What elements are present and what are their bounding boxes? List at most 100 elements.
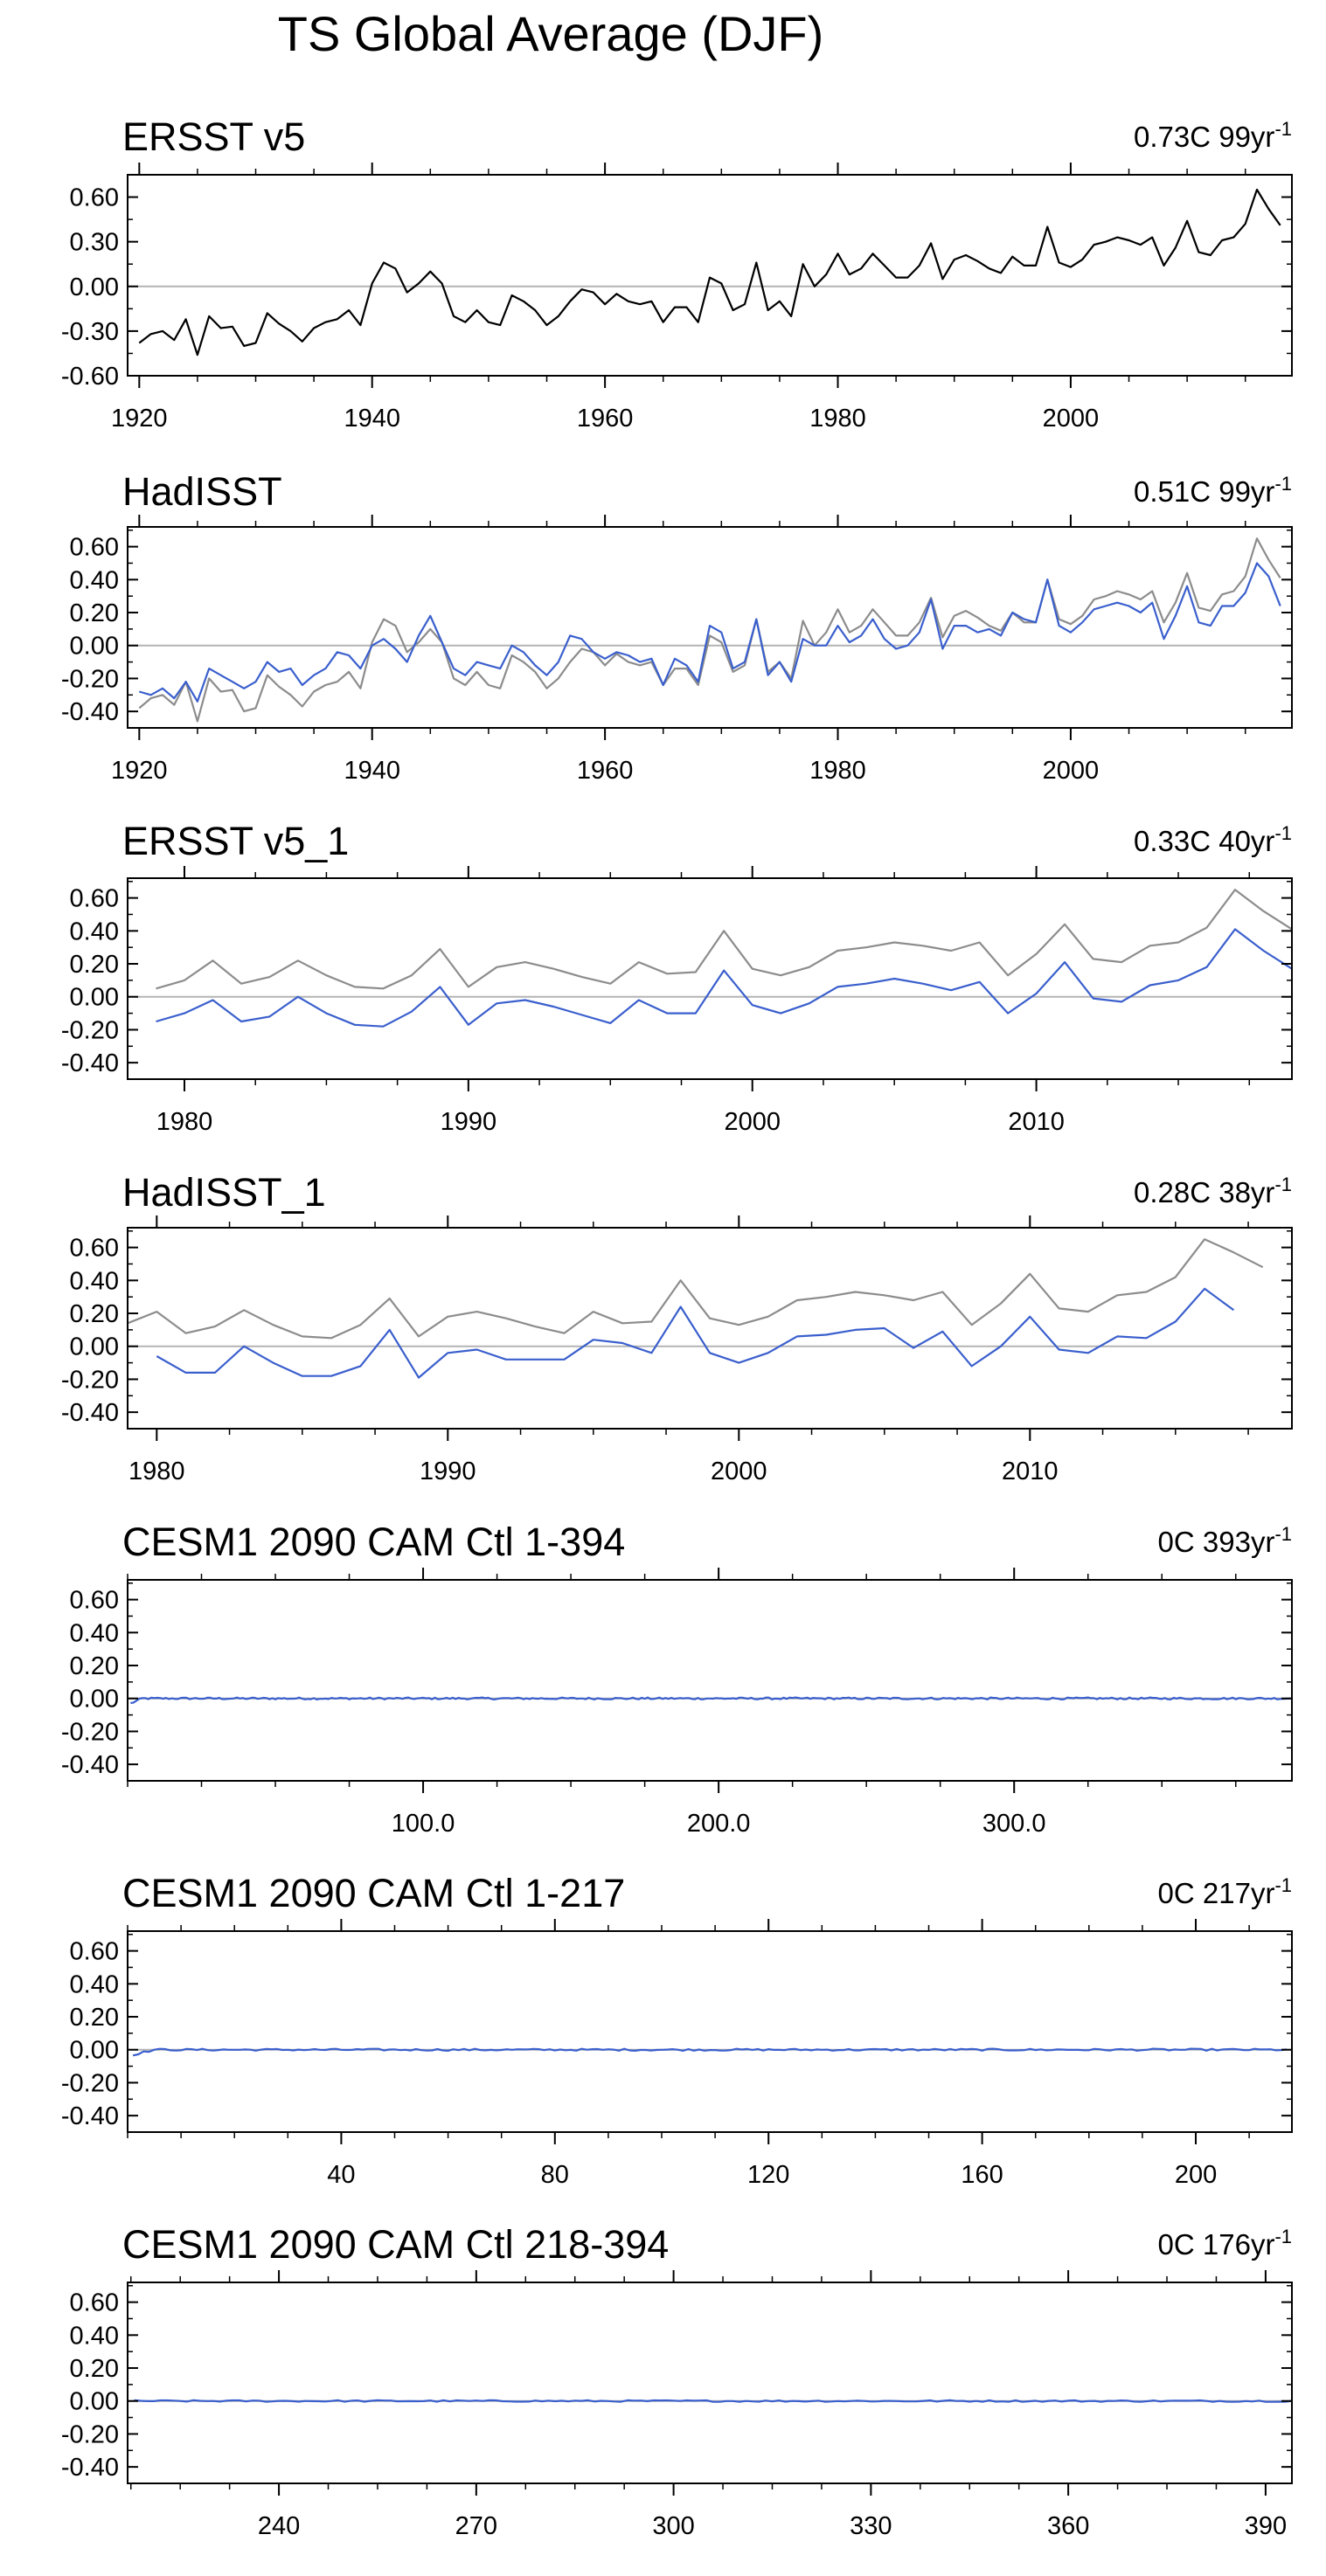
plot-frame (127, 1579, 1293, 1782)
y-tick-label: 0.60 (70, 885, 119, 913)
y-tick-label: -0.40 (61, 698, 119, 726)
series-line-2 (156, 928, 1293, 1028)
series-line-1 (134, 2399, 1293, 2403)
y-tick-label: -0.20 (61, 1366, 119, 1394)
x-tick-label: 270 (455, 2512, 497, 2540)
x-tick-label: 2000 (1043, 757, 1100, 785)
x-tick-label: 1920 (111, 405, 168, 433)
plot-frame (127, 877, 1293, 1080)
trend-label: 0C 393yr-1 (1158, 1523, 1292, 1558)
panel-title: ERSST v5_1 (122, 819, 349, 863)
y-tick-label: 0.40 (70, 1267, 119, 1295)
y-tick-label: 0.20 (70, 951, 119, 979)
plot-frame (127, 526, 1293, 729)
y-tick-label: -0.40 (61, 1049, 119, 1077)
y-tick-label: -0.20 (61, 1016, 119, 1044)
plot-frame (127, 1227, 1293, 1430)
plot-frame (127, 2282, 1293, 2484)
y-tick-label: 0.00 (70, 984, 119, 1012)
y-tick-label: 0.40 (70, 918, 119, 945)
y-tick-label: -0.60 (61, 363, 119, 391)
y-tick-label: 0.40 (70, 566, 119, 594)
y-tick-label: 0.40 (70, 1970, 119, 1998)
trend-label: 0C 176yr-1 (1158, 2226, 1292, 2261)
y-tick-label: -0.40 (61, 2102, 119, 2130)
series-line-1 (138, 537, 1281, 723)
x-tick-label: 240 (258, 2512, 300, 2540)
x-tick-label: 360 (1047, 2512, 1089, 2540)
y-tick-label: 0.00 (70, 633, 119, 661)
x-tick-label: 1990 (420, 1458, 476, 1485)
y-tick-label: 0.60 (70, 184, 119, 212)
chart-panel-7: CESM1 2090 CAM Ctl 218-394 0C 176yr-1 0.60… (61, 2222, 1293, 2540)
chart-panel-5: CESM1 2090 CAM Ctl 1-394 0C 393yr-1 0.60 0.… (61, 1520, 1293, 1838)
x-tick-label: 80 (541, 2161, 569, 2189)
y-tick-label: 0.20 (70, 2004, 119, 2032)
panel-title: HadISST (122, 469, 282, 514)
y-tick-label: 0.60 (70, 1938, 119, 1966)
plot-frame (127, 174, 1293, 377)
x-tick-label: 40 (327, 2161, 355, 2189)
x-tick-label: 100.0 (392, 1810, 455, 1838)
trend-label: 0.33C 40yr-1 (1134, 822, 1292, 857)
y-tick-label: -0.20 (61, 2420, 119, 2448)
y-tick-label: 0.20 (70, 1300, 119, 1328)
plot-frame (127, 1930, 1293, 2133)
y-tick-label: 0.30 (70, 229, 119, 257)
x-tick-label: 300 (652, 2512, 694, 2540)
x-tick-label: 1940 (344, 757, 400, 785)
x-tick-label: 120 (747, 2161, 789, 2189)
trend-label: 0.51C 99yr-1 (1134, 473, 1292, 508)
x-tick-label: 2000 (711, 1458, 767, 1485)
x-tick-label: 1990 (441, 1108, 497, 1136)
series-line-2 (138, 562, 1281, 703)
y-tick-label: -0.40 (61, 1399, 119, 1427)
y-tick-label: 0.60 (70, 1587, 119, 1615)
x-tick-label: 200 (1175, 2161, 1217, 2189)
y-tick-label: 0.60 (70, 2289, 119, 2317)
x-tick-label: 1980 (128, 1458, 185, 1485)
x-tick-label: 1940 (344, 405, 400, 433)
y-tick-label: -0.20 (61, 665, 119, 693)
series-line-1 (156, 889, 1293, 990)
chart-panel-3: ERSST v5_1 0.33C 40yr-1 0.60 0.40 0.20 0.00 -0… (61, 819, 1293, 1136)
series-line-1 (138, 188, 1281, 357)
y-tick-label: 0.20 (70, 2355, 119, 2383)
x-tick-label: 330 (850, 2512, 892, 2540)
chart-panel-2: HadISST 0.51C 99yr-1 0.60 0.40 0.20 0.00 -0.20… (61, 469, 1293, 785)
y-tick-label: 0.20 (70, 599, 119, 627)
y-tick-label: 0.00 (70, 274, 119, 301)
series-line-2 (156, 1287, 1235, 1379)
panel-title: ERSST v5 (122, 114, 305, 159)
x-tick-label: 1980 (156, 1108, 213, 1136)
x-tick-label: 1920 (111, 757, 168, 785)
trend-label: 0.28C 38yr-1 (1134, 1174, 1292, 1208)
panel-title: CESM1 2090 CAM Ctl 218-394 (122, 2222, 669, 2267)
x-tick-label: 200.0 (687, 1810, 751, 1838)
y-tick-label: -0.40 (61, 1751, 119, 1779)
x-tick-label: 2000 (1043, 405, 1100, 433)
x-tick-label: 1980 (809, 757, 866, 785)
x-tick-label: 300.0 (982, 1810, 1046, 1838)
panel-title: CESM1 2090 CAM Ctl 1-394 (122, 1520, 625, 1564)
x-tick-label: 2010 (1002, 1458, 1059, 1485)
panel-title: HadISST_1 (122, 1170, 326, 1215)
trend-label: 0C 217yr-1 (1158, 1874, 1292, 1909)
figure-title: TS Global Average (DJF) (278, 6, 824, 61)
y-tick-label: 0.60 (70, 1235, 119, 1263)
trend-label: 0.73C 99yr-1 (1134, 118, 1292, 153)
y-tick-label: 0.20 (70, 1652, 119, 1680)
chart-panel-1: ERSST v5 0.73C 99yr-1 0.60 0.30 0.00 -0.30 -0.… (61, 114, 1293, 433)
series-line-1 (127, 1238, 1264, 1340)
x-tick-label: 2000 (724, 1108, 781, 1136)
y-tick-label: 0.00 (70, 2388, 119, 2416)
series-line-1 (130, 1696, 1292, 1705)
x-tick-label: 1960 (577, 405, 634, 433)
series-line-1 (132, 2047, 1288, 2057)
y-tick-label: 0.40 (70, 1619, 119, 1647)
y-tick-label: 0.00 (70, 1333, 119, 1361)
chart-panel-6: CESM1 2090 CAM Ctl 1-217 0C 217yr-1 0.60 0.… (61, 1871, 1293, 2189)
x-tick-label: 2010 (1008, 1108, 1065, 1136)
x-tick-label: 160 (961, 2161, 1003, 2189)
